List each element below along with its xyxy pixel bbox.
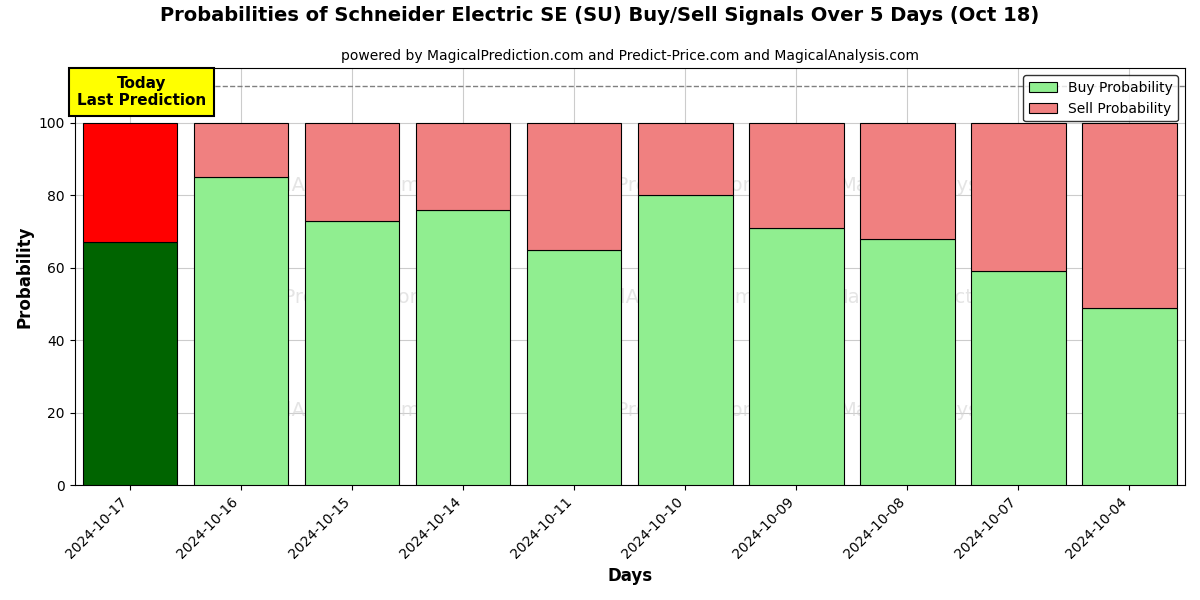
Bar (971, 271, 1066, 485)
Bar (416, 209, 510, 485)
Bar (638, 195, 732, 485)
Text: MagicalAnalysis.com: MagicalAnalysis.com (839, 401, 1042, 419)
Text: MagicalPrediction.com: MagicalPrediction.com (542, 176, 762, 194)
Text: MagicalPrediction.com: MagicalPrediction.com (542, 401, 762, 419)
Bar (83, 123, 178, 242)
Bar (749, 123, 844, 228)
Bar (1082, 308, 1177, 485)
Legend: Buy Probability, Sell Probability: Buy Probability, Sell Probability (1024, 75, 1178, 121)
Text: MagicalPrediction.com: MagicalPrediction.com (830, 288, 1050, 307)
Title: powered by MagicalPrediction.com and Predict-Price.com and MagicalAnalysis.com: powered by MagicalPrediction.com and Pre… (341, 49, 919, 63)
Bar (194, 177, 288, 485)
Bar (749, 228, 844, 485)
Text: MagicalAnalysis.com: MagicalAnalysis.com (217, 176, 420, 194)
Bar (194, 123, 288, 177)
Text: MagicalAnalysis.com: MagicalAnalysis.com (839, 176, 1042, 194)
Bar (860, 239, 955, 485)
Y-axis label: Probability: Probability (16, 226, 34, 328)
Bar (416, 123, 510, 209)
Text: MagicalAnalysis.com: MagicalAnalysis.com (217, 401, 420, 419)
Bar (638, 123, 732, 195)
X-axis label: Days: Days (607, 567, 653, 585)
Bar (305, 123, 400, 221)
Bar (527, 250, 622, 485)
Bar (971, 123, 1066, 271)
Bar (305, 221, 400, 485)
Text: MagicalPrediction.com: MagicalPrediction.com (209, 288, 428, 307)
Bar (527, 123, 622, 250)
Text: MagicalAnalysis.com: MagicalAnalysis.com (551, 288, 754, 307)
Text: Probabilities of Schneider Electric SE (SU) Buy/Sell Signals Over 5 Days (Oct 18: Probabilities of Schneider Electric SE (… (161, 6, 1039, 25)
Text: Today
Last Prediction: Today Last Prediction (77, 76, 206, 108)
Bar (1082, 123, 1177, 308)
Bar (860, 123, 955, 239)
Bar (83, 242, 178, 485)
